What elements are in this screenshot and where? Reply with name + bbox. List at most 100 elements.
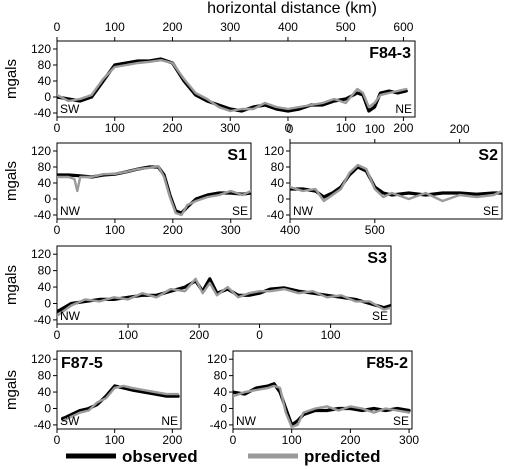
x-tick-label: 0 — [54, 328, 61, 342]
panel-label: S3 — [367, 250, 387, 267]
y-tick-label: 0 — [220, 401, 227, 415]
panel-label: S2 — [478, 147, 498, 164]
x-tick-label: 500 — [365, 223, 385, 237]
y-tick-label: 0 — [44, 90, 51, 104]
x-tick-label: 100 — [336, 121, 356, 135]
y-tick-label: 0 — [44, 296, 51, 310]
y-tick-label: 40 — [38, 176, 52, 190]
y-tick-label: 0 — [44, 401, 51, 415]
y-tick-label: 80 — [38, 160, 52, 174]
y-tick-label: 120 — [207, 352, 227, 366]
predicted-series-line — [290, 163, 502, 203]
predicted-series-line — [61, 384, 180, 422]
x-tick-label: 200 — [162, 121, 182, 135]
y-tick-label: 80 — [38, 264, 52, 278]
observed-series-line — [61, 384, 180, 421]
legend-observed-label: observed — [122, 447, 198, 466]
right-direction-label: SE — [483, 204, 499, 218]
y-tick-label: 80 — [214, 369, 228, 383]
y-tick-label: 40 — [38, 385, 52, 399]
y-tick-label: 40 — [38, 74, 52, 88]
y-tick-label: -40 — [210, 418, 228, 432]
y-tick-label: -40 — [34, 313, 52, 327]
panel-frame — [289, 142, 503, 220]
y-tick-label: 120 — [31, 247, 51, 261]
predicted-series-line — [57, 165, 251, 217]
panel-frame — [56, 40, 416, 118]
x-tick-label: 300 — [220, 121, 240, 135]
predicted-series-line — [57, 277, 391, 317]
top-tick-label: 100 — [105, 20, 125, 34]
right-direction-label: SE — [232, 204, 248, 218]
y-axis-label: mgals — [3, 265, 20, 305]
left-direction-label: NW — [236, 414, 257, 428]
left-direction-label: SW — [60, 102, 80, 116]
x-tick-label: 100 — [118, 328, 138, 342]
x-tick-label: 0 — [54, 121, 61, 135]
left-direction-label: NW — [293, 204, 314, 218]
top-tick-label: 300 — [220, 20, 240, 34]
y-tick-label: 120 — [31, 352, 51, 366]
y-tick-label: 120 — [31, 144, 51, 158]
x-tick-label: 100 — [105, 433, 125, 447]
figure-title: horizontal distance (km) — [207, 0, 377, 17]
panel-label: F84-3 — [369, 45, 411, 62]
panel-frame — [56, 245, 392, 325]
x-tick-label: 100 — [321, 328, 341, 342]
panel-label: S1 — [227, 147, 247, 164]
x-tick-label: 400 — [280, 223, 300, 237]
top-tick-label: 200 — [450, 122, 470, 136]
x-tick-label: 0 — [54, 223, 61, 237]
right-direction-label: SE — [372, 309, 388, 323]
x-tick-label: 0 — [54, 433, 61, 447]
top-tick-label: 100 — [365, 122, 385, 136]
y-tick-label: 120 — [264, 144, 284, 158]
observed-series-line — [290, 165, 502, 199]
y-tick-label: -40 — [34, 208, 52, 222]
left-direction-label: SW — [60, 414, 80, 428]
right-direction-label: NE — [161, 414, 178, 428]
predicted-series-line — [233, 384, 411, 429]
y-tick-label: 0 — [44, 192, 51, 206]
panel-label: F85-2 — [366, 355, 408, 372]
top-tick-label: 600 — [393, 20, 413, 34]
y-tick-label: 120 — [31, 42, 51, 56]
y-tick-label: 40 — [214, 385, 228, 399]
y-axis-label: mgals — [3, 370, 20, 410]
panel-frame — [232, 350, 413, 430]
observed-series-line — [57, 57, 408, 113]
y-tick-label: -40 — [267, 208, 285, 222]
predicted-series-line — [57, 59, 408, 113]
y-tick-label: 0 — [277, 192, 284, 206]
x-tick-label: 100 — [282, 433, 302, 447]
x-tick-label: 200 — [189, 328, 209, 342]
left-direction-label: NW — [60, 204, 81, 218]
top-tick-label: 0 — [287, 122, 294, 136]
x-tick-label: 300 — [399, 433, 419, 447]
y-tick-label: 80 — [38, 58, 52, 72]
x-tick-label: 200 — [162, 433, 182, 447]
top-tick-label: 500 — [336, 20, 356, 34]
y-tick-label: 40 — [271, 176, 285, 190]
right-direction-label: NE — [395, 102, 412, 116]
x-tick-label: 0 — [256, 328, 263, 342]
panel-frame — [56, 142, 252, 220]
y-axis-label: mgals — [3, 59, 20, 99]
x-tick-label: 200 — [393, 121, 413, 135]
y-axis-label: mgals — [3, 161, 20, 201]
y-tick-label: -40 — [34, 106, 52, 120]
left-direction-label: NW — [60, 309, 81, 323]
x-tick-label: 200 — [163, 223, 183, 237]
legend: observed predicted — [66, 447, 381, 466]
x-tick-label: 100 — [105, 223, 125, 237]
y-tick-label: -40 — [34, 418, 52, 432]
top-tick-label: 200 — [162, 20, 182, 34]
legend-predicted-label: predicted — [304, 447, 381, 466]
y-tick-label: 80 — [271, 160, 285, 174]
